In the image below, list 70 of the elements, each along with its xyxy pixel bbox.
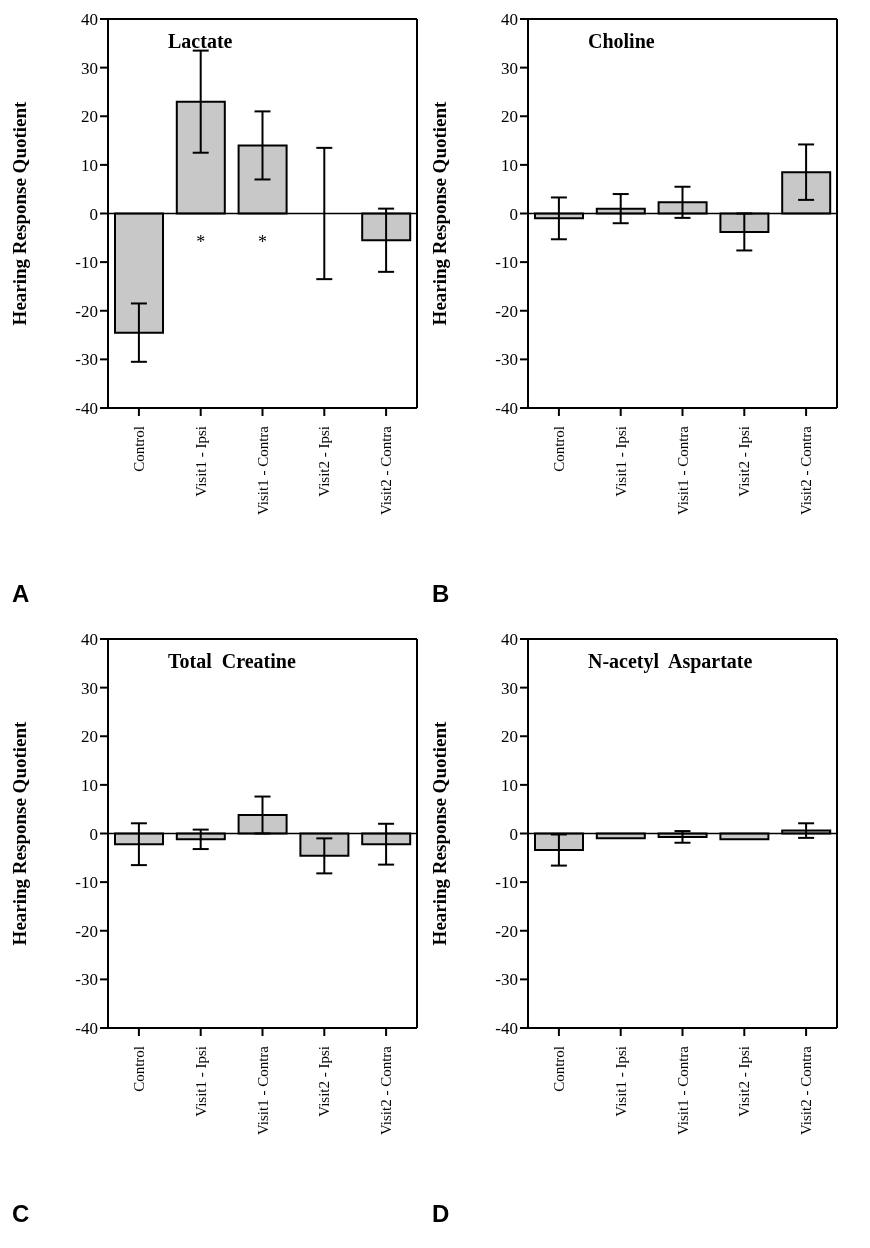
y-tick-label: 30 <box>501 678 518 698</box>
x-tick-label: Visit1 - Ipsi <box>192 1046 209 1117</box>
text: Lactate <box>168 30 233 53</box>
x-tick-label: Visit2 - Contra <box>798 1045 815 1136</box>
y-tick-label: 10 <box>81 775 98 795</box>
x-tick-label: Control <box>130 1046 147 1092</box>
text: B <box>432 580 450 608</box>
y-tick-label: -20 <box>495 921 518 941</box>
y-tick-label: 30 <box>81 678 98 698</box>
y-tick-label: -30 <box>495 350 518 370</box>
y-tick-label: 20 <box>81 107 98 127</box>
x-tick-label: Visit2 - Contra <box>378 1045 395 1136</box>
x-tick-label: Visit2 - Ipsi <box>316 1046 333 1117</box>
y-tick-label: 10 <box>501 775 518 795</box>
text: N-acetyl Aspartate <box>588 650 753 673</box>
x-tick-label: Control <box>550 426 567 472</box>
x-tick-label: Visit1 - Ipsi <box>612 426 629 497</box>
y-tick-label: 20 <box>81 727 98 747</box>
y-tick-label: -20 <box>75 301 98 321</box>
y-tick-label: 40 <box>81 10 98 30</box>
y-tick-label: 20 <box>501 107 518 127</box>
y-tick-label: -30 <box>75 350 98 370</box>
y-tick-label: 0 <box>89 204 98 224</box>
x-tick-label: Visit1 - Contra <box>674 1045 691 1136</box>
y-tick-label: -40 <box>75 1019 98 1039</box>
x-tick-label: Visit2 - Ipsi <box>736 1046 753 1117</box>
x-tick-label: Control <box>130 426 147 472</box>
y-tick-label: -10 <box>75 873 98 893</box>
y-axis-title: Hearing Response Quotient <box>428 720 450 946</box>
y-tick-label: 0 <box>89 824 98 844</box>
text: Choline <box>588 30 655 53</box>
y-tick-label: 10 <box>501 155 518 175</box>
x-tick-label: Visit2 - Contra <box>798 425 815 516</box>
x-tick-label: Visit1 - Contra <box>254 425 271 516</box>
y-tick-label: -30 <box>495 970 518 990</box>
y-tick-label: 30 <box>501 58 518 78</box>
text: D <box>432 1200 450 1228</box>
x-tick-label: Visit2 - Ipsi <box>736 426 753 497</box>
x-tick-label: Visit1 - Ipsi <box>192 426 209 497</box>
y-tick-label: -40 <box>75 399 98 419</box>
y-tick-label: 30 <box>81 58 98 78</box>
x-tick-label: Visit2 - Contra <box>378 425 395 516</box>
y-tick-label: -10 <box>495 873 518 893</box>
x-tick-label: Visit2 - Ipsi <box>316 426 333 497</box>
y-tick-label: 10 <box>81 155 98 175</box>
y-axis-title: Hearing Response Quotient <box>428 100 450 326</box>
text: Total Creatine <box>168 650 296 673</box>
y-tick-label: -20 <box>75 921 98 941</box>
y-tick-label: 0 <box>509 204 518 224</box>
y-tick-label: -40 <box>495 1019 518 1039</box>
y-tick-label: -40 <box>495 399 518 419</box>
text: A <box>12 580 30 608</box>
y-tick-label: 40 <box>501 10 518 30</box>
x-tick-label: Visit1 - Contra <box>674 425 691 516</box>
annotation: * <box>258 232 267 253</box>
y-tick-label: -20 <box>495 301 518 321</box>
y-tick-label: -10 <box>495 253 518 273</box>
y-tick-label: -10 <box>75 253 98 273</box>
x-tick-label: Visit1 - Contra <box>254 1045 271 1136</box>
y-axis-title: Hearing Response Quotient <box>8 100 30 326</box>
y-tick-label: 40 <box>81 630 98 650</box>
y-tick-label: -30 <box>75 970 98 990</box>
y-axis-title: Hearing Response Quotient <box>8 720 30 946</box>
annotation: * <box>196 232 206 253</box>
y-tick-label: 0 <box>509 824 518 844</box>
y-tick-label: 40 <box>501 630 518 650</box>
x-tick-label: Control <box>550 1046 567 1092</box>
x-tick-label: Visit1 - Ipsi <box>612 1046 629 1117</box>
text: C <box>12 1200 30 1228</box>
y-tick-label: 20 <box>501 727 518 747</box>
